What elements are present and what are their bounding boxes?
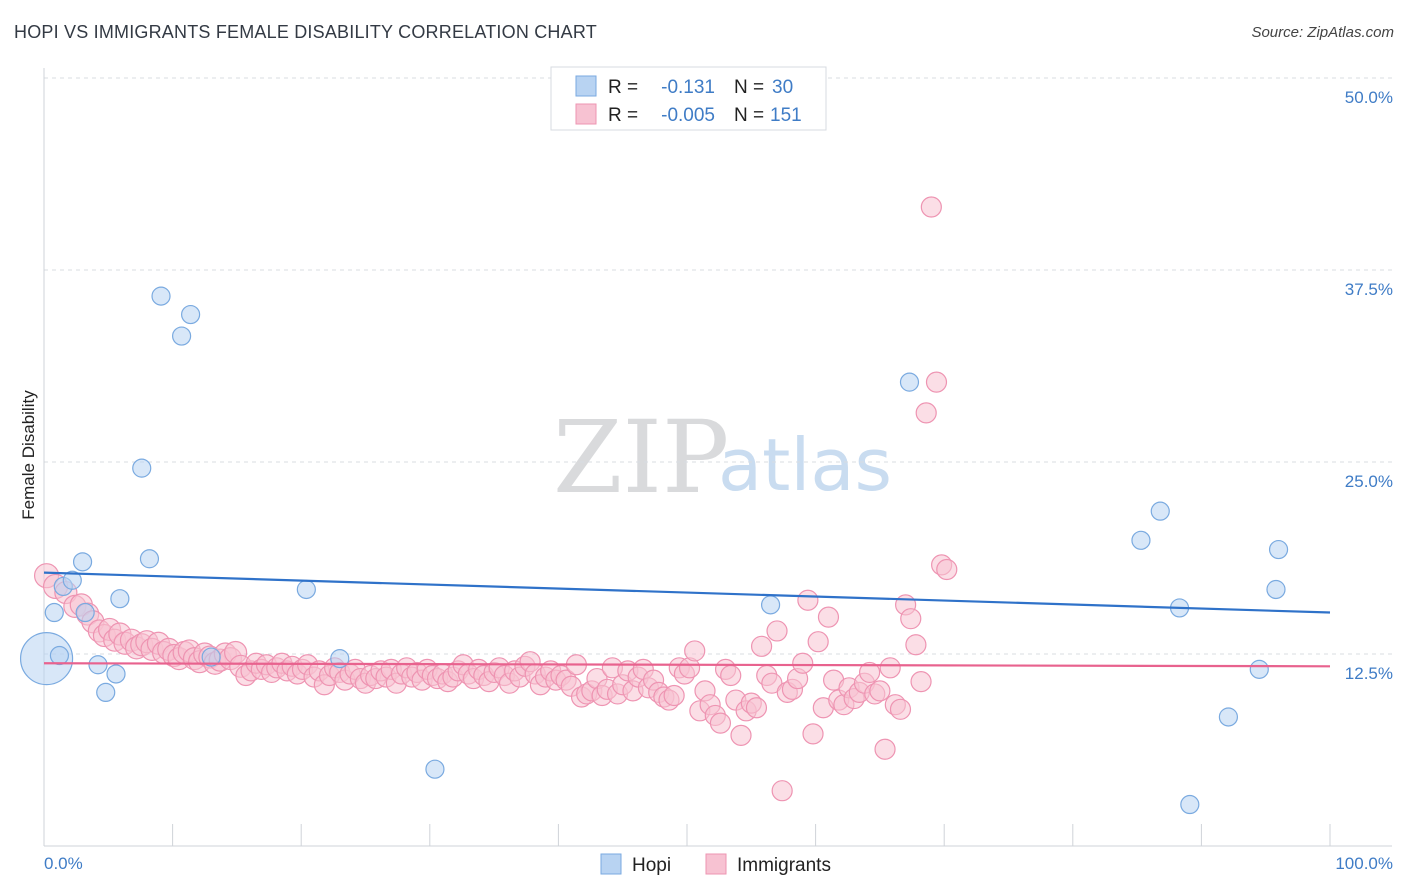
hopi-point-0 (19, 632, 74, 686)
x-tick-labels: 0.0% 100.0% (44, 854, 1393, 873)
immigrants-point-168 (920, 196, 942, 218)
hopi-point-6 (75, 602, 95, 623)
hopi-point-7 (88, 655, 108, 675)
hopi-point-8 (96, 682, 116, 703)
hopi-point-29 (1268, 539, 1289, 560)
legend-box (550, 66, 827, 131)
x-tick-label-1: 100.0% (1335, 854, 1393, 873)
source-note: Source: ZipAtlas.com (1251, 24, 1394, 41)
immigrants-point-169 (925, 371, 948, 393)
immigrants-point-148 (817, 606, 840, 628)
hopi-point-14 (172, 326, 192, 346)
chart-title: HOPI VS IMMIGRANTS FEMALE DISABILITY COR… (14, 22, 597, 42)
bottom-legend: Hopi Immigrants (600, 853, 831, 876)
watermark: ZIP atlas (553, 399, 892, 516)
immigrants-point-160 (879, 657, 901, 679)
bottom-legend-swatch-immigrants (705, 853, 727, 875)
immigrants-point-135 (750, 635, 773, 657)
immigrants-point-165 (905, 634, 927, 656)
y-tick-label-2: 37.5% (1345, 280, 1393, 299)
immigrants-point-171 (936, 558, 958, 581)
hopi-point-25 (1180, 794, 1200, 815)
hopi-points (19, 286, 1289, 815)
trend-lines (43, 571, 1331, 668)
immigrants-point-166 (910, 671, 932, 693)
legend-r-label-hopi: R = (608, 77, 638, 98)
hopi-point-1 (44, 602, 64, 623)
hopi-point-13 (151, 286, 171, 306)
immigrants-point-144 (797, 589, 819, 611)
immigrants-point-159 (874, 738, 896, 760)
hopi-point-15 (181, 304, 201, 325)
hopi-point-12 (139, 549, 160, 569)
hopi-point-16 (201, 647, 221, 667)
hopi-point-4 (62, 570, 82, 590)
bottom-legend-swatch-hopi (600, 853, 622, 875)
bottom-legend-label-immigrants: Immigrants (737, 855, 831, 876)
immigrants-point-137 (761, 672, 783, 694)
hopi-point-20 (760, 595, 781, 615)
legend-swatch-immigrants (575, 103, 597, 125)
immigrants-point-118 (663, 684, 685, 707)
hopi-point-17 (296, 579, 316, 600)
y-axis-label: Female Disability (19, 390, 38, 520)
hopi-point-19 (425, 759, 445, 779)
hopi-point-5 (72, 552, 93, 572)
immigrants-point-145 (802, 723, 824, 745)
y-tick-label-1: 25.0% (1345, 472, 1393, 491)
legend-r-value-hopi: -0.131 (661, 77, 715, 98)
legend-n-value-immigrants: 151 (770, 105, 802, 126)
watermark-zip: ZIP (553, 399, 729, 516)
legend-r-value-immigrants: -0.005 (661, 105, 715, 126)
legend-n-label-hopi: N = (734, 77, 764, 98)
hopi-point-28 (1266, 579, 1286, 600)
bottom-legend-label-hopi: Hopi (632, 855, 671, 876)
hopi-point-23 (1150, 501, 1170, 521)
immigrants-point-164 (900, 608, 922, 630)
axes (43, 68, 1392, 847)
immigrants-point-143 (792, 652, 814, 674)
top-legend: R = -0.131 N = 30 R = -0.005 N = 151 (550, 66, 827, 131)
hopi-point-2 (49, 645, 70, 666)
immigrants-point-122 (684, 640, 706, 662)
legend-swatch-hopi (575, 75, 597, 97)
watermark-atlas: atlas (718, 423, 892, 507)
hopi-trend-line (43, 571, 1331, 614)
hopi-point-27 (1249, 659, 1269, 679)
immigrants-point-158 (869, 680, 891, 702)
immigrants-point-134 (745, 697, 768, 719)
immigrants-point-167 (915, 402, 937, 424)
immigrants-point-156 (859, 661, 881, 684)
hopi-point-22 (1131, 530, 1151, 550)
y-tick-label-0: 12.5% (1345, 664, 1393, 683)
immigrants-point-146 (807, 631, 829, 653)
x-tick-label-0: 0.0% (44, 854, 83, 873)
immigrants-point-129 (720, 664, 742, 687)
immigrants-point-138 (766, 620, 788, 642)
y-tick-labels: 12.5% 25.0% 37.5% 50.0% (1345, 88, 1393, 683)
immigrants-point-127 (709, 712, 732, 734)
hopi-point-10 (110, 589, 130, 609)
hopi-point-21 (899, 372, 920, 392)
immigrants-point-139 (771, 780, 793, 802)
legend-n-value-hopi: 30 (772, 77, 793, 98)
grid-lines (44, 77, 1392, 655)
hopi-point-11 (132, 458, 152, 478)
hopi-point-26 (1218, 707, 1239, 727)
legend-r-label-immigrants: R = (608, 105, 638, 126)
immigrants-point-162 (889, 698, 912, 720)
y-tick-label-3: 50.0% (1345, 88, 1393, 107)
hopi-point-9 (106, 664, 126, 684)
immigrants-point-131 (730, 724, 752, 747)
legend-n-label-immigrants: N = (734, 105, 764, 126)
immigrants-trend-line (43, 662, 1331, 668)
